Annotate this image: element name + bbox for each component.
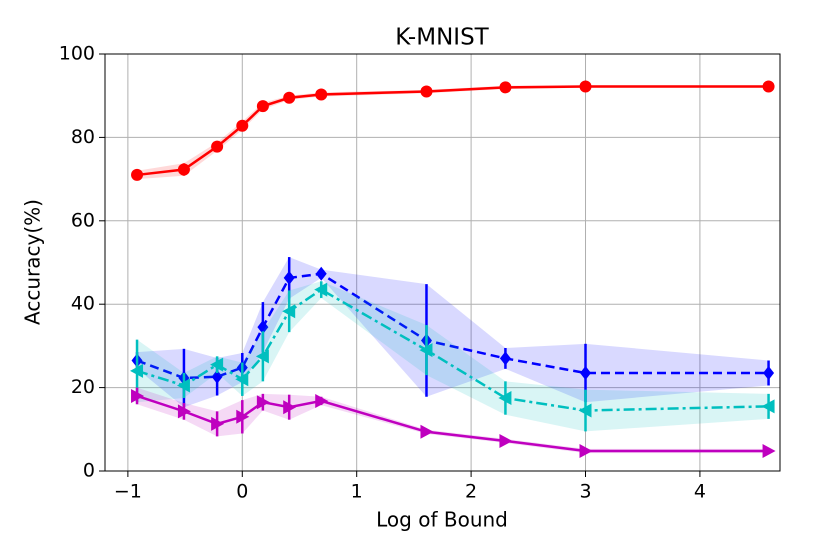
marker	[283, 400, 297, 415]
marker	[257, 320, 269, 335]
marker	[236, 409, 250, 424]
marker	[499, 433, 513, 448]
marker	[283, 91, 296, 104]
y-tick-label: 0	[83, 460, 95, 482]
x-tick-label: 4	[694, 481, 706, 503]
x-tick-label: 0	[236, 481, 248, 503]
marker	[761, 399, 775, 414]
marker	[211, 140, 224, 153]
x-tick-label: −1	[114, 481, 142, 503]
marker	[176, 378, 190, 393]
marker	[499, 351, 511, 366]
marker	[211, 369, 223, 384]
plot-frame	[104, 53, 781, 472]
y-axis-label: Accuracy(%)	[21, 199, 45, 325]
y-tick-label: 20	[71, 376, 95, 398]
marker	[177, 163, 190, 176]
marker	[580, 366, 592, 381]
marker	[131, 388, 145, 403]
marker	[131, 168, 144, 181]
error-band	[137, 257, 769, 408]
marker	[315, 266, 327, 281]
chart-title: K-MNIST	[395, 25, 489, 51]
marker	[210, 357, 224, 372]
marker	[498, 391, 512, 406]
x-tick-label: 3	[579, 481, 591, 503]
marker	[762, 80, 775, 93]
marker	[282, 304, 296, 319]
marker	[420, 424, 434, 439]
marker	[235, 372, 249, 387]
marker	[211, 416, 225, 431]
marker	[315, 88, 328, 101]
marker	[315, 393, 329, 408]
y-tick-label: 40	[71, 293, 95, 315]
marker	[420, 85, 433, 98]
y-tick-label: 80	[71, 126, 95, 148]
x-tick-label: 1	[351, 481, 363, 503]
marker	[419, 343, 433, 358]
y-tick-label: 100	[59, 43, 95, 65]
marker	[314, 282, 328, 297]
marker	[177, 404, 191, 419]
marker	[579, 443, 593, 458]
x-axis-label: Log of Bound	[376, 508, 508, 532]
marker	[283, 270, 295, 285]
error-band	[137, 281, 769, 432]
marker	[256, 395, 270, 410]
marker	[236, 119, 249, 132]
error-band	[137, 85, 769, 180]
marker	[499, 81, 512, 94]
marker	[255, 349, 269, 364]
error-band	[137, 387, 769, 454]
marker	[256, 100, 269, 113]
y-tick-label: 60	[71, 209, 95, 231]
marker	[578, 403, 592, 418]
x-tick-label: 2	[465, 481, 477, 503]
marker	[579, 80, 592, 93]
marker	[130, 363, 144, 378]
marker	[763, 366, 775, 381]
marker	[762, 443, 776, 458]
